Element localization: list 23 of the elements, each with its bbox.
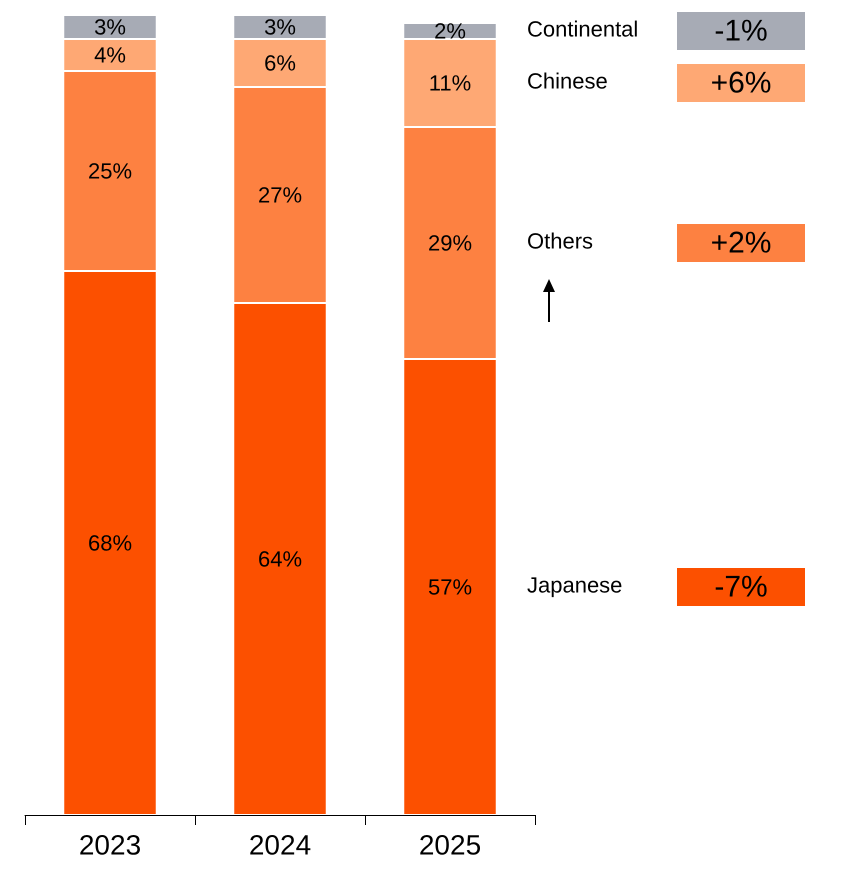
series-label: Japanese xyxy=(527,572,622,598)
series-label: Chinese xyxy=(527,68,608,94)
data-label: 27% xyxy=(258,182,302,208)
x-tick-label: 2023 xyxy=(78,830,142,860)
text: -1% xyxy=(714,14,768,48)
data-label: 4% xyxy=(94,42,126,68)
data-label: 64% xyxy=(258,546,302,572)
text: +6% xyxy=(710,66,772,100)
text: +2% xyxy=(710,226,772,260)
data-label: 6% xyxy=(264,50,296,76)
data-label: 29% xyxy=(428,230,472,256)
data-label: 3% xyxy=(264,14,296,40)
data-label: 68% xyxy=(88,530,132,556)
x-tick-label: 2024 xyxy=(248,830,312,860)
data-label: 57% xyxy=(428,574,472,600)
series-label: Others xyxy=(527,228,594,254)
data-label: 11% xyxy=(428,70,472,96)
data-label: 3% xyxy=(94,14,126,40)
x-tick-label: 2025 xyxy=(418,830,482,860)
series-label: Continental xyxy=(527,16,638,42)
text: -7% xyxy=(714,570,768,604)
data-label: 2% xyxy=(434,18,466,44)
data-label: 25% xyxy=(88,158,132,184)
